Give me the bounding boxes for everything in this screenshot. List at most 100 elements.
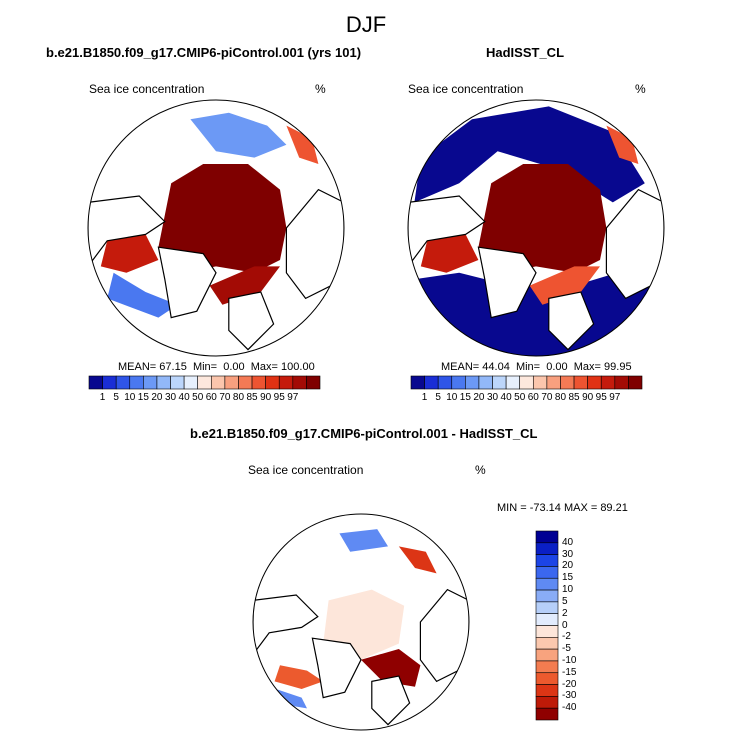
panel2-stats: MEAN= 44.04 Min= 0.00 Max= 99.95: [441, 361, 632, 373]
positive-barents: [361, 649, 421, 687]
colorbar-tick-label: 40: [562, 536, 574, 548]
colorbar-tick-label: 5: [113, 392, 119, 403]
north-america-land: [253, 594, 319, 657]
map-content: [88, 100, 344, 356]
greenland-land: [157, 246, 217, 319]
greenland-land: [477, 246, 537, 319]
colorbar-tick-label: 95: [273, 392, 285, 403]
colorbar-tick-label: -10: [562, 654, 577, 666]
map-content: [408, 100, 664, 356]
north-america-land: [408, 195, 486, 269]
colorbar-tick-label: 95: [595, 392, 607, 403]
colorbar-tick-label: 60: [527, 392, 539, 403]
colorbar-tick-label: 1: [421, 392, 428, 403]
eurasia-land: [419, 588, 469, 683]
colorbar-tick-label: 70: [541, 392, 553, 403]
colorbar-tick-label: -20: [562, 678, 577, 690]
barents-ice-edge: [529, 266, 600, 305]
colorbar-tick-label: 85: [246, 392, 258, 403]
colorbar-tick-label: 30: [486, 392, 499, 403]
colorbar-tick-label: 30: [164, 392, 177, 403]
colorbar-box: [535, 637, 559, 650]
colorbar-tick-label: 5: [562, 595, 568, 607]
colorbar-tick-label: 5: [435, 392, 441, 403]
colorbar-box: [535, 589, 559, 603]
colorbar-tick-label: 30: [562, 548, 574, 560]
colorbar-box: [535, 648, 559, 662]
colorbar-tick-label: 0: [562, 619, 568, 631]
colorbar-tick-label: 10: [124, 392, 136, 403]
colorbar-box: [535, 672, 559, 685]
map-border: [252, 513, 470, 731]
panel3-stats: MIN = -73.14 MAX = 89.21: [497, 502, 628, 514]
panel3-title: b.e21.B1850.f09_g17.CMIP6-piControl.001 …: [190, 426, 538, 441]
eurasia-land: [285, 188, 344, 300]
colorbar-box: [535, 566, 559, 579]
panel1-units: %: [315, 82, 326, 96]
colorbar-box: [535, 613, 559, 626]
colorbar-tick-label: 10: [446, 392, 458, 403]
colorbar-box: [535, 554, 559, 567]
colorbar-tick-label: 40: [500, 392, 512, 403]
hudson-bay-ice: [420, 234, 479, 273]
colorbar-tick-label: 20: [562, 560, 574, 572]
scandinavia-land: [371, 675, 411, 726]
colorbar-tick-label: 15: [459, 392, 471, 403]
map-border: [407, 99, 665, 357]
map-content: [253, 514, 469, 730]
colorbar-tick-label: 90: [582, 392, 594, 403]
colorbar-box: [628, 375, 643, 390]
panel2-units: %: [635, 82, 646, 96]
colorbar-tick-label: -30: [562, 690, 577, 702]
ice-edge-north: [190, 112, 287, 158]
colorbar-tick-label: 15: [562, 572, 574, 584]
negative-north: [339, 529, 388, 552]
colorbar-tick-label: 97: [609, 392, 621, 403]
panel3-units: %: [475, 463, 486, 477]
colorbar-tick-label: 1: [99, 392, 106, 403]
panel1-variable-label: Sea ice concentration: [89, 82, 205, 96]
eurasia-land: [605, 188, 664, 300]
colorbar-tick-label: 97: [287, 392, 299, 403]
colorbar-tick-label: 85: [568, 392, 580, 403]
colorbar-tick-label: 15: [137, 392, 149, 403]
colorbar-box: [535, 530, 559, 544]
colorbar-tick-label: 2: [562, 607, 568, 619]
positive-okhotsk: [398, 546, 437, 574]
open-ocean-atlantic: [408, 266, 658, 356]
colorbar-box: [306, 375, 321, 390]
colorbar-box: [535, 577, 559, 591]
colorbar-tick-label: -15: [562, 666, 577, 678]
colorbar-tick-label: 20: [473, 392, 485, 403]
colorbar-tick-label: -2: [562, 631, 571, 643]
colorbar-box: [535, 601, 559, 614]
colorbar-tick-label: -5: [562, 643, 571, 655]
north-america-land: [88, 195, 166, 269]
okhotsk-ice: [606, 125, 639, 164]
colorbar-box: [535, 707, 559, 721]
scandinavia-land: [548, 291, 595, 351]
colorbar-tick-label: 60: [205, 392, 217, 403]
colorbar-tick-label: 80: [232, 392, 245, 403]
central-pack-ice: [158, 164, 287, 273]
barents-ice-edge: [209, 266, 280, 305]
colorbar-box: [535, 684, 559, 697]
colorbar-tick-label: 50: [514, 392, 526, 403]
main-title: DJF: [345, 12, 387, 37]
colorbar-box: [535, 696, 559, 709]
map-border: [87, 99, 345, 357]
panel1-stats: MEAN= 67.15 Min= 0.00 Max= 100.00: [118, 361, 315, 373]
ice-edge-labrador: [107, 272, 178, 318]
colorbar-tick-label: -40: [562, 702, 577, 714]
colorbar-tick-label: 70: [219, 392, 231, 403]
panel2-variable-label: Sea ice concentration: [408, 82, 524, 96]
greenland-land: [311, 637, 362, 699]
colorbar-tick-label: 10: [562, 584, 574, 596]
